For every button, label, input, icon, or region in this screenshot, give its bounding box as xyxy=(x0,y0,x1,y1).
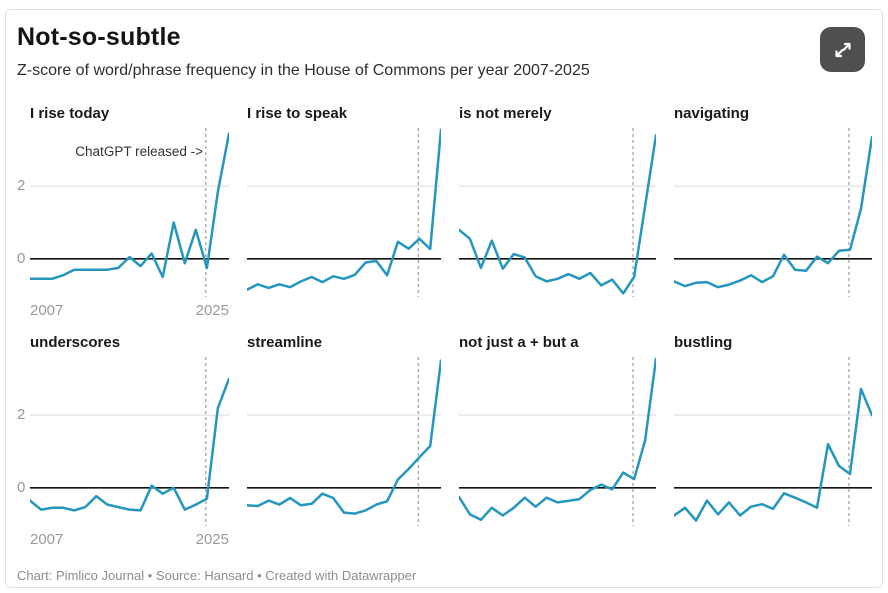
line-plot xyxy=(674,128,872,298)
x-axis-labels: 2007 2025 xyxy=(30,302,229,319)
line-chart-svg xyxy=(30,128,229,298)
line-chart-svg xyxy=(30,357,229,527)
line-plot: ChatGPT released -> xyxy=(30,128,229,298)
chart-cell-i-rise-today: I rise today 2 0 ChatGPT released -> 200… xyxy=(17,106,229,319)
chart-cell-not-just-a-but-a: not just a + but a xyxy=(459,335,656,548)
chart-title: I rise today xyxy=(30,105,110,123)
chart-subtitle: Z-score of word/phrase frequency in the … xyxy=(17,62,590,79)
chart-cell-navigating: navigating xyxy=(674,106,872,319)
chart-title: not just a + but a xyxy=(459,334,579,352)
chart-title: underscores xyxy=(30,334,121,352)
chart-cell-bustling: bustling xyxy=(674,335,872,548)
line-plot xyxy=(247,128,441,298)
x-tick-label-start: 2007 xyxy=(30,531,64,549)
chart-cell-underscores: underscores 2 0 2007 2025 xyxy=(17,335,229,548)
y-tick-label-2: 2 xyxy=(17,406,26,424)
chart-cell-is-not-merely: is not merely xyxy=(459,106,656,319)
x-tick-label-end: 2025 xyxy=(195,531,229,549)
line-plot xyxy=(459,128,656,298)
expand-diagonal-arrows-icon xyxy=(831,38,855,62)
chart-title: streamline xyxy=(247,334,323,352)
chart-title: bustling xyxy=(674,334,733,352)
line-chart-svg xyxy=(459,128,656,298)
line-chart-svg xyxy=(674,357,872,527)
small-multiples-grid: I rise today 2 0 ChatGPT released -> 200… xyxy=(6,80,882,548)
line-chart-svg xyxy=(247,357,441,527)
chart-cell-streamline: streamline xyxy=(247,335,441,548)
expand-button[interactable] xyxy=(820,27,865,72)
line-chart-svg xyxy=(247,128,441,298)
x-axis-labels: 2007 2025 xyxy=(30,531,229,548)
line-plot xyxy=(30,357,229,527)
x-tick-label-end: 2025 xyxy=(195,302,229,320)
line-plot xyxy=(674,357,872,527)
chart-title: navigating xyxy=(674,105,750,123)
x-tick-label-start: 2007 xyxy=(30,302,64,320)
y-tick-label-0: 0 xyxy=(17,479,26,497)
line-chart-svg xyxy=(459,357,656,527)
chart-title: is not merely xyxy=(459,105,552,123)
y-tick-label-0: 0 xyxy=(17,250,26,268)
chart-footer: Chart: Pimlico Journal • Source: Hansard… xyxy=(17,568,417,584)
y-tick-label-2: 2 xyxy=(17,177,26,195)
chart-title: I rise to speak xyxy=(247,105,348,123)
chart-card: Not-so-subtle Z-score of word/phrase fre… xyxy=(5,9,883,588)
chart-cell-i-rise-to-speak: I rise to speak xyxy=(247,106,441,319)
line-chart-svg xyxy=(674,128,872,298)
chatgpt-released-annotation: ChatGPT released -> xyxy=(75,144,203,160)
line-plot xyxy=(247,357,441,527)
chart-header: Not-so-subtle Z-score of word/phrase fre… xyxy=(6,10,882,80)
line-plot xyxy=(459,357,656,527)
page-title: Not-so-subtle xyxy=(17,23,181,51)
